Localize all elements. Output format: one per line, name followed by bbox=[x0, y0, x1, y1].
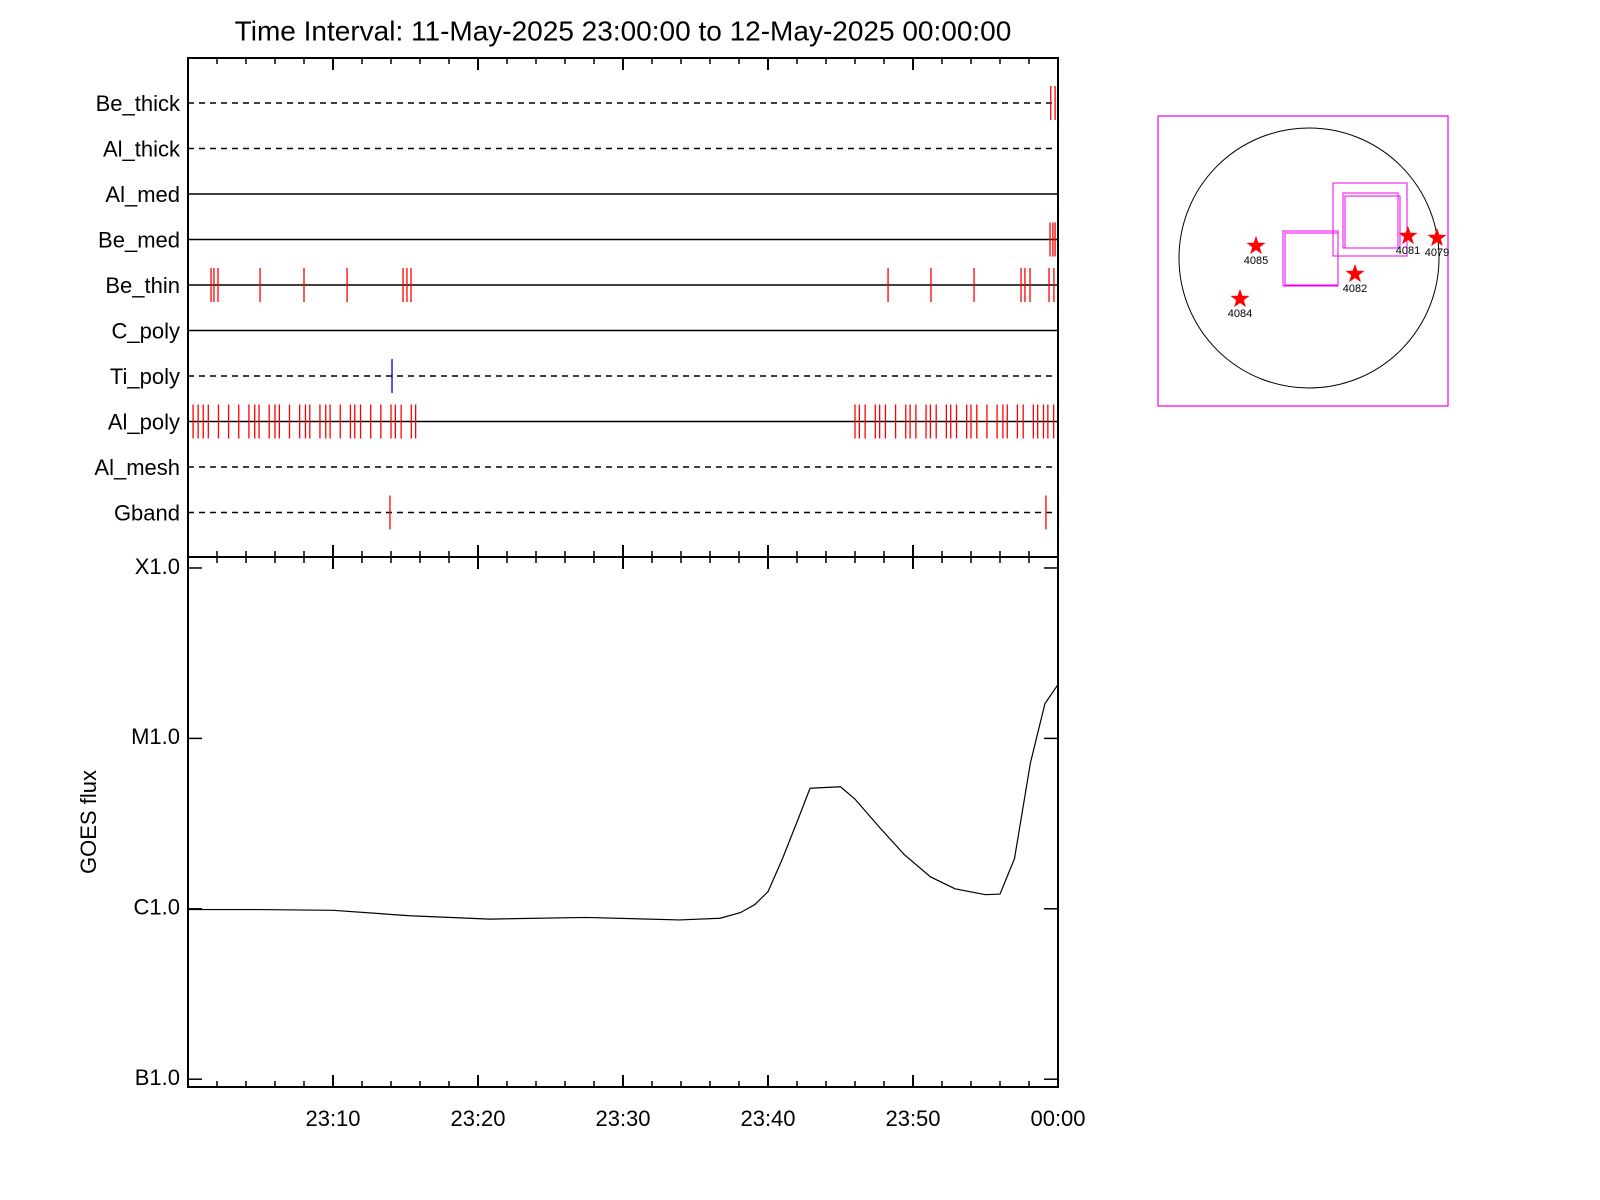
map-frame bbox=[1157, 115, 1449, 407]
row-label: Be_thin bbox=[105, 273, 180, 298]
fov-box bbox=[1344, 195, 1401, 249]
solar-disk bbox=[1178, 127, 1440, 389]
chart-title: Time Interval: 11-May-2025 23:00:00 to 1… bbox=[235, 15, 1012, 46]
sun-map bbox=[1157, 115, 1449, 407]
row-label: Be_thick bbox=[96, 91, 181, 116]
row-label: Gband bbox=[114, 500, 180, 525]
region-label: 4081 bbox=[1396, 245, 1420, 257]
row-label: Be_med bbox=[98, 227, 180, 252]
fov-box bbox=[1342, 192, 1399, 249]
x-tick-label: 23:30 bbox=[595, 1106, 650, 1131]
fov-box bbox=[1284, 232, 1339, 286]
region-star bbox=[1427, 228, 1447, 247]
y-tick-label: B1.0 bbox=[135, 1065, 180, 1090]
region-label: 4084 bbox=[1228, 308, 1252, 320]
row-label: C_poly bbox=[112, 318, 180, 343]
y-tick-label: X1.0 bbox=[135, 554, 180, 579]
x-tick-label: 23:10 bbox=[305, 1106, 360, 1131]
flux-line bbox=[188, 684, 1059, 921]
plot-frame bbox=[187, 57, 1059, 1088]
y-tick-label: C1.0 bbox=[134, 895, 180, 920]
region-label: 4085 bbox=[1244, 255, 1268, 267]
y-tick-label: M1.0 bbox=[131, 724, 180, 749]
region-label: 4082 bbox=[1343, 283, 1367, 295]
fov-box bbox=[1332, 182, 1408, 257]
row-label: Ti_poly bbox=[110, 364, 180, 389]
x-tick-label: 23:50 bbox=[885, 1106, 940, 1131]
region-star bbox=[1398, 226, 1418, 245]
y-axis-label: GOES flux bbox=[76, 770, 101, 874]
row-label: Al_thick bbox=[103, 136, 181, 161]
row-label: Al_med bbox=[105, 182, 180, 207]
region-star bbox=[1246, 236, 1266, 255]
region-star bbox=[1345, 264, 1365, 283]
x-tick-label: 23:40 bbox=[740, 1106, 795, 1131]
fov-box bbox=[1282, 230, 1339, 287]
region-star bbox=[1230, 289, 1250, 308]
x-tick-label: 00:00 bbox=[1030, 1106, 1085, 1131]
region-label: 4079 bbox=[1425, 247, 1449, 259]
x-tick-label: 23:20 bbox=[450, 1106, 505, 1131]
row-label: Al_poly bbox=[108, 409, 180, 434]
row-label: Al_mesh bbox=[94, 455, 180, 480]
